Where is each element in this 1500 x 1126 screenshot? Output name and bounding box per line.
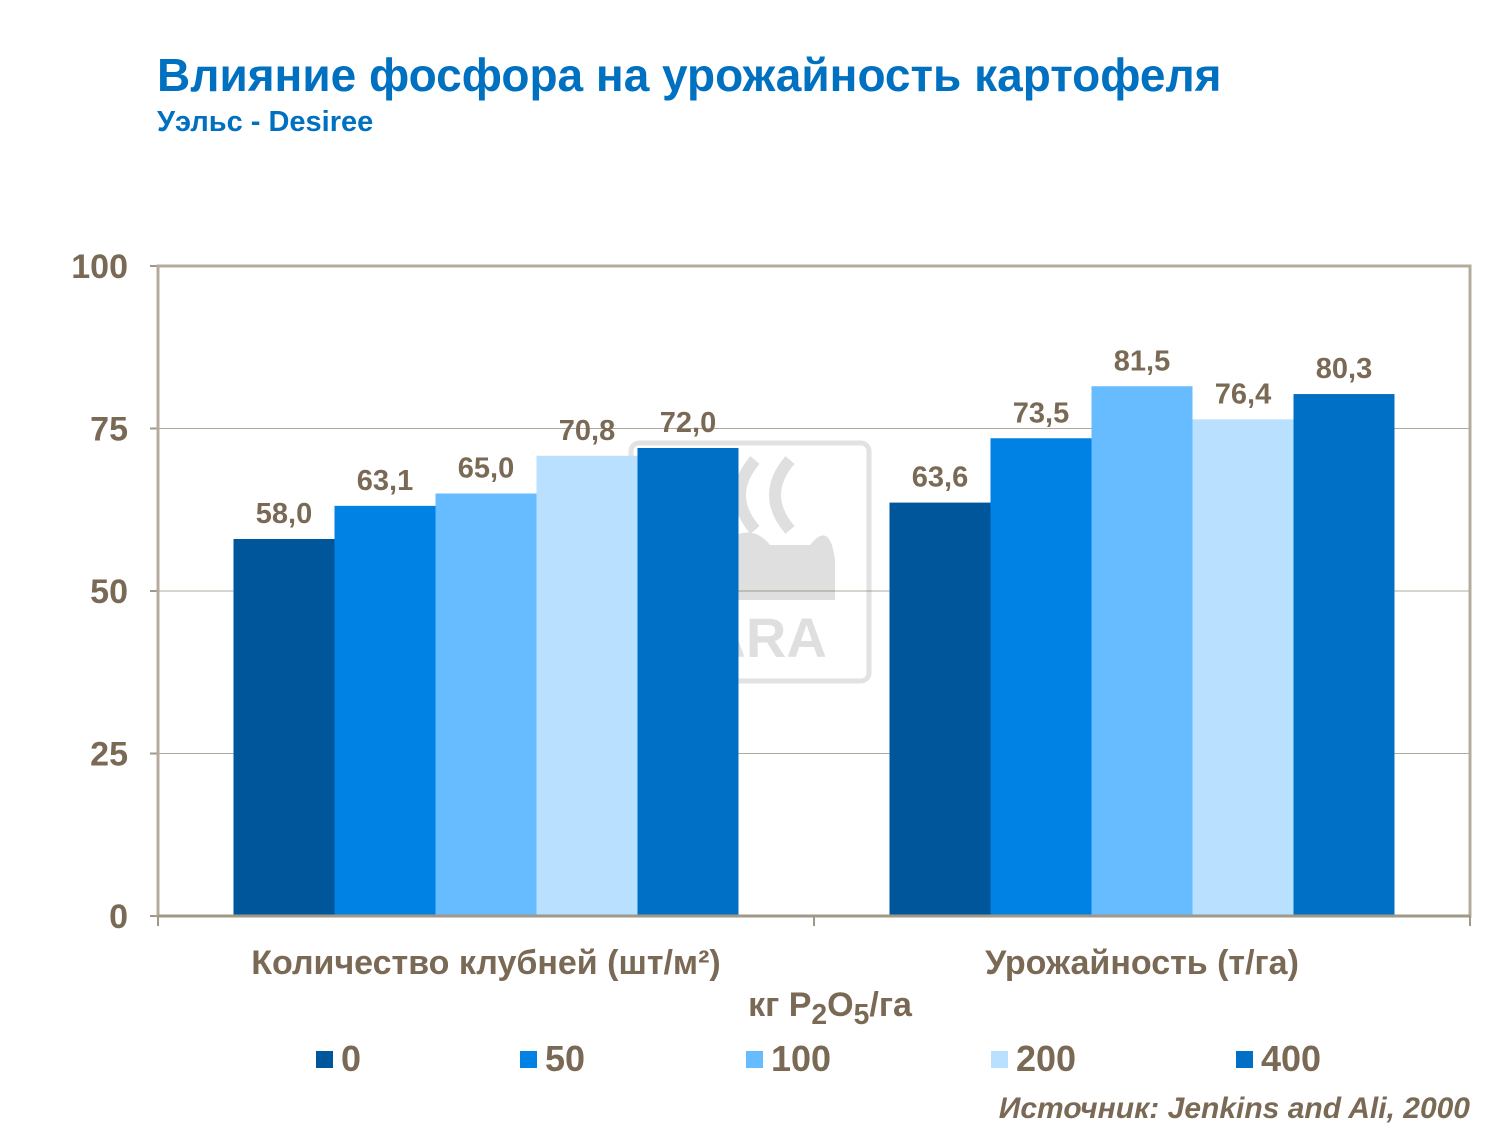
legend-swatch xyxy=(520,1050,537,1068)
data-label: 81,5 xyxy=(1114,345,1170,377)
bar xyxy=(1293,394,1395,916)
y-tick-label: 50 xyxy=(90,573,128,611)
legend-title: кг P2O5/га xyxy=(748,986,912,1031)
bar xyxy=(1091,386,1193,916)
legend-item: 200 xyxy=(991,1038,1076,1080)
legend-swatch xyxy=(991,1050,1008,1068)
data-label: 63,1 xyxy=(357,465,413,497)
legend-label: 200 xyxy=(1016,1038,1077,1079)
bar xyxy=(889,502,991,916)
data-label: 72,0 xyxy=(660,407,716,439)
legend-swatch xyxy=(1236,1050,1253,1068)
legend-item: 100 xyxy=(746,1038,831,1080)
bar xyxy=(233,539,335,916)
data-label: 65,0 xyxy=(458,453,514,485)
y-tick-label: 75 xyxy=(90,411,128,449)
bar xyxy=(990,438,1092,916)
legend-label: 50 xyxy=(545,1038,586,1079)
y-tick-label: 100 xyxy=(71,248,128,286)
legend-swatch xyxy=(746,1050,763,1068)
legend-item: 0 xyxy=(316,1038,361,1080)
data-label: 70,8 xyxy=(559,415,615,447)
watermark-wave xyxy=(769,456,795,534)
chart-title: Влияние фосфора на урожайность картофеля xyxy=(157,49,1222,101)
chart-subtitle: Уэльс - Desiree xyxy=(157,106,374,138)
data-label: 58,0 xyxy=(256,498,312,530)
y-tick-label: 25 xyxy=(90,736,128,774)
bar xyxy=(637,448,739,916)
data-label: 80,3 xyxy=(1316,353,1372,385)
legend-item: 50 xyxy=(520,1038,585,1080)
y-tick-label: 0 xyxy=(109,898,128,936)
watermark-wave xyxy=(734,456,760,534)
legend-item: 400 xyxy=(1236,1038,1321,1080)
legend-label: 100 xyxy=(771,1038,832,1079)
legend-label: 400 xyxy=(1261,1038,1322,1079)
legend-swatch xyxy=(316,1050,333,1068)
x-tick-label: Урожайность (т/га) xyxy=(985,944,1299,982)
bar xyxy=(334,505,436,916)
legend: 0 50 100 200 400 xyxy=(0,1038,1500,1082)
x-tick-label: Количество клубней (шт/м²) xyxy=(251,944,720,982)
bar xyxy=(536,455,638,916)
bar xyxy=(435,493,537,916)
data-label: 73,5 xyxy=(1013,397,1069,429)
bar xyxy=(1192,419,1294,916)
source-note: Источник: Jenkins and Ali, 2000 xyxy=(998,1092,1470,1125)
legend-label: 0 xyxy=(341,1038,362,1079)
data-label: 76,4 xyxy=(1215,378,1271,410)
data-label: 63,6 xyxy=(912,462,968,494)
